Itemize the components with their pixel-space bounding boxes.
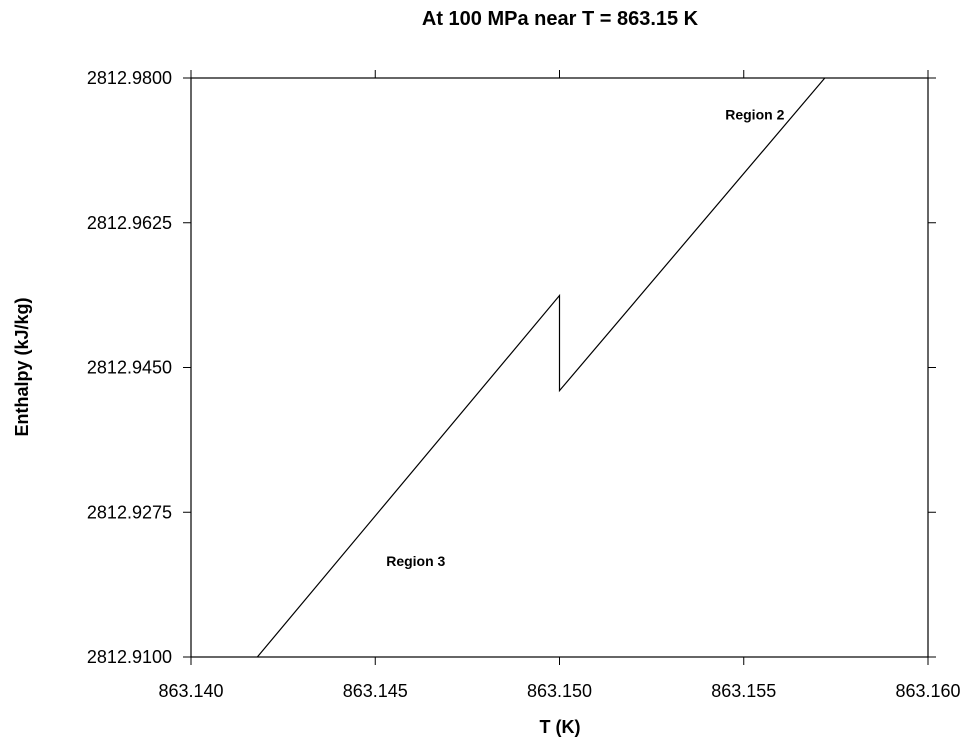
x-tick-label: 863.150 <box>527 681 592 701</box>
y-tick-label: 2812.9450 <box>87 358 172 378</box>
y-tick-label: 2812.9100 <box>87 647 172 667</box>
x-tick-label: 863.155 <box>711 681 776 701</box>
chart-title: At 100 MPa near T = 863.15 K <box>422 8 699 30</box>
x-axis-label: T (K) <box>540 717 581 737</box>
y-tick-label: 2812.9275 <box>87 502 172 522</box>
series-line <box>256 77 826 658</box>
x-axis: 863.140 863.145 863.150 863.155 863.160 <box>158 70 961 701</box>
annotation-label: Region 2 <box>725 106 784 122</box>
y-axis: 2812.9100 2812.9275 2812.9450 2812.9625 2812… <box>87 68 936 667</box>
annotations: Region 2 Region 3 <box>386 106 784 569</box>
y-axis-label: Enthalpy (kJ/kg) <box>12 297 32 436</box>
series-layer <box>256 77 826 658</box>
y-tick-label: 2812.9625 <box>87 213 172 233</box>
x-tick-label: 863.145 <box>343 681 408 701</box>
y-tick-label: 2812.9800 <box>87 68 172 88</box>
x-tick-label: 863.140 <box>158 681 223 701</box>
annotation-label: Region 3 <box>386 553 445 569</box>
x-tick-label: 863.160 <box>895 681 960 701</box>
